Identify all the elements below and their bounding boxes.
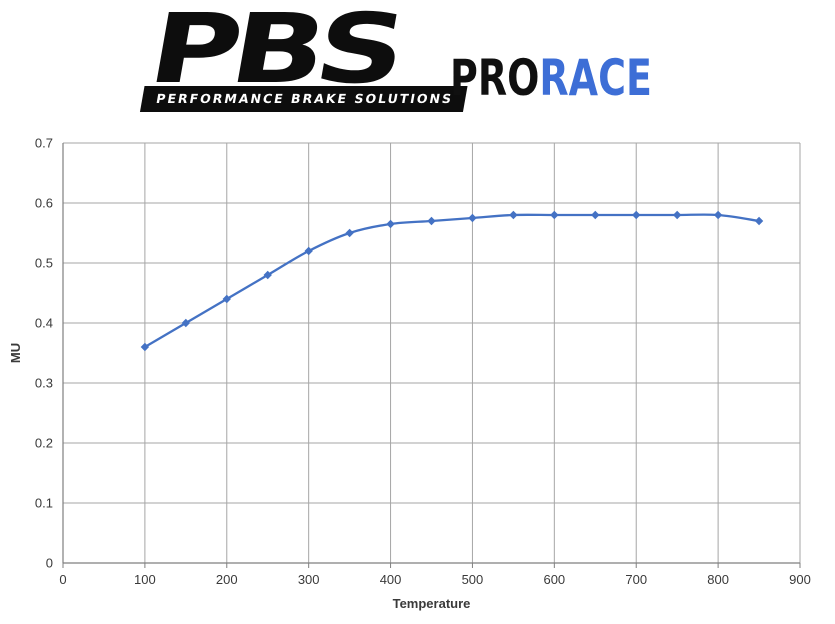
data-point-marker (263, 270, 272, 280)
y-tick-label: 0.7 (35, 136, 53, 151)
pbs-logo: PBS PERFORMANCE BRAKE SOLUTIONS (140, 0, 481, 112)
data-point-marker (181, 318, 191, 328)
x-tick-label: 900 (789, 572, 811, 587)
y-tick-label: 0.1 (35, 496, 53, 511)
data-point-marker (509, 210, 518, 220)
x-axis-title: Temperature (393, 596, 471, 611)
y-tick-label: 0.3 (35, 376, 53, 391)
data-point-marker (591, 210, 600, 220)
data-point-marker (713, 210, 723, 220)
x-tick-label: 200 (216, 572, 238, 587)
data-point-marker (632, 210, 641, 220)
x-tick-label: 400 (380, 572, 402, 587)
y-tick-label: 0.2 (35, 436, 53, 451)
data-point-marker (222, 294, 231, 304)
y-tick-label: 0.4 (35, 316, 53, 331)
data-point-marker (345, 228, 354, 238)
x-tick-label: 800 (707, 572, 729, 587)
data-point-marker (386, 219, 395, 229)
data-point-marker (672, 210, 682, 220)
data-point-marker (550, 210, 559, 220)
chart-canvas: 0 0.1 0.2 0.3 0.4 0.5 0.6 0.7 0 100 200 300 400 500 60… (8, 136, 811, 612)
x-tick-label: 300 (298, 572, 320, 587)
pbs-brand-text: PBS (141, 0, 407, 105)
y-tick-label: 0.6 (35, 196, 53, 211)
x-tick-label: 100 (134, 572, 156, 587)
data-point-marker (754, 216, 764, 226)
data-point-marker (468, 213, 477, 223)
mu-temperature-chart: 0 0.1 0.2 0.3 0.4 0.5 0.6 0.7 0 100 200 300 400 500 60… (0, 125, 835, 624)
data-point-marker (427, 216, 436, 226)
x-tick-label: 700 (625, 572, 647, 587)
prorace-pro-text: PRO (450, 49, 540, 107)
prorace-wordmark: PRORACE (450, 53, 652, 103)
x-tick-label: 0 (59, 572, 66, 587)
y-axis-title: MU (8, 343, 23, 363)
y-tick-label: 0.5 (35, 256, 53, 271)
x-tick-label: 500 (462, 572, 484, 587)
prorace-race-text: RACE (539, 49, 652, 107)
data-point-marker (304, 246, 313, 256)
x-tick-label: 600 (543, 572, 565, 587)
data-point-marker (140, 342, 150, 352)
y-tick-label: 0 (46, 556, 53, 571)
series-line-mu (143, 213, 761, 349)
logo-row: PBS PERFORMANCE BRAKE SOLUTIONS PRORACE (0, 0, 835, 125)
